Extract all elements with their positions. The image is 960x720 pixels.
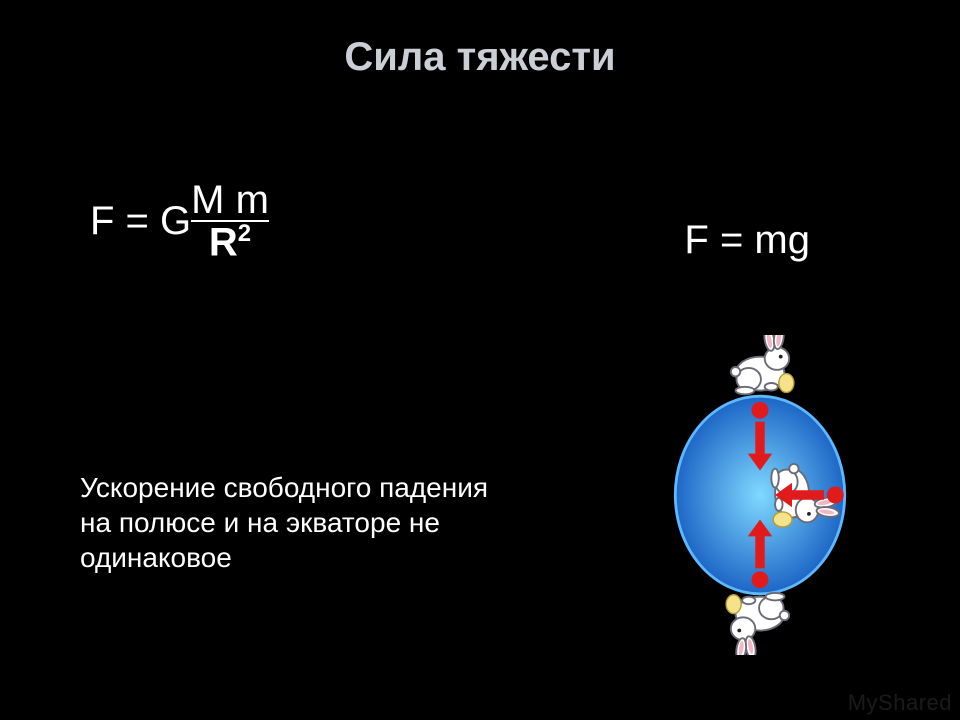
slide-root: Сила тяжести F = G M m R2 F = mg Ускорен… (0, 0, 960, 720)
watermark: MyShared (848, 690, 952, 716)
force-point-right (827, 487, 844, 504)
formula-numerator: M m (191, 180, 269, 220)
note-text: Ускорение свободного падения на полюсе и… (80, 470, 520, 575)
formula-denominator: R2 (191, 222, 269, 262)
page-title: Сила тяжести (0, 35, 960, 80)
formula-gravity-weight: F = mg (684, 218, 810, 263)
rabbit-bottom (726, 593, 789, 655)
formula-prefix: F = G (90, 180, 191, 262)
rabbit-top (731, 335, 794, 394)
force-point-bottom (752, 571, 769, 588)
planet-diagram (610, 335, 910, 655)
formula-gravity-newton: F = G M m R2 (90, 180, 420, 262)
force-point-top (752, 402, 769, 419)
